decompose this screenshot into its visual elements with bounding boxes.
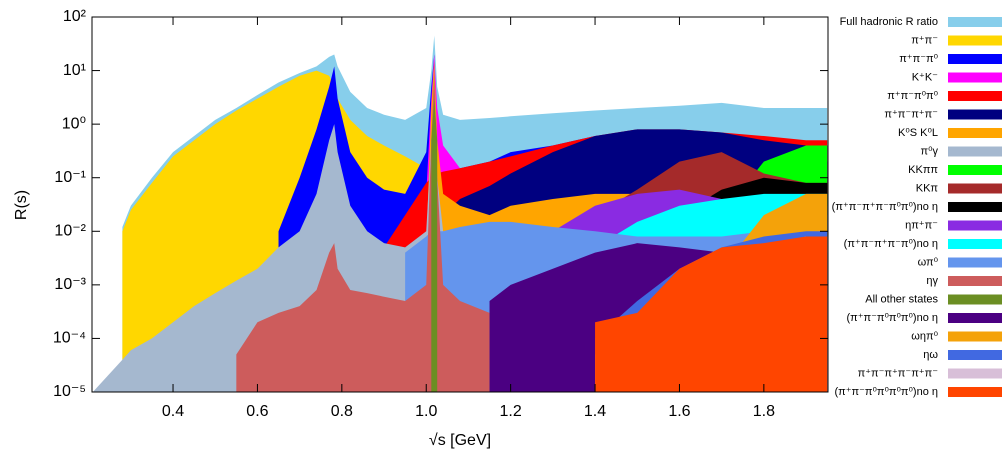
legend-label: ηγ: [926, 275, 938, 287]
x-tick-label: 1.6: [668, 403, 690, 420]
legend-label: π⁺π⁻π⁰π⁰: [887, 90, 938, 102]
area: [595, 236, 828, 392]
legend-swatch: [948, 109, 1002, 120]
legend-swatch: [948, 331, 1002, 342]
legend-swatch: [948, 387, 1002, 397]
legend-swatch: [948, 202, 1002, 212]
legend-swatch: [948, 35, 1002, 46]
plot-frame: [91, 16, 829, 393]
legend-label: π⁺π⁻π⁺π⁻: [884, 108, 938, 120]
area: [236, 70, 490, 392]
legend-label: ηω: [923, 349, 938, 361]
legend-swatch: [948, 165, 1002, 175]
y-tick-label: 10⁻¹: [54, 169, 86, 186]
y-tick-label: 10⁰: [62, 115, 86, 132]
y-tick-label: 10⁻³: [54, 276, 86, 293]
y-tick-label: 10⁻⁴: [53, 330, 86, 347]
legend-swatch: [948, 368, 1002, 379]
x-axis-label: √s [GeV]: [429, 432, 491, 449]
legend-swatch: [948, 17, 1002, 27]
legend-label: (π⁺π⁻π⁰π⁰π⁰π⁰)no η: [834, 386, 938, 398]
legend-swatch: [948, 128, 1002, 138]
legend-label: π⁺π⁻π⁰: [899, 53, 938, 65]
legend-label: π⁰γ: [921, 145, 939, 157]
legend-swatch: [948, 294, 1002, 305]
legend-swatch: [948, 183, 1002, 194]
legend-label: Full hadronic R ratio: [840, 16, 938, 28]
legend-label: ωπ⁰: [918, 256, 939, 268]
legend-swatch: [948, 54, 1002, 64]
legend-label: KKππ: [908, 164, 938, 176]
legend-label: All other states: [865, 293, 938, 305]
legend-label: (π⁺π⁻π⁰π⁰π⁰)no η: [846, 312, 938, 324]
legend-swatch: [948, 72, 1002, 83]
legend-label: π⁺π⁻: [911, 34, 938, 46]
legend-swatch: [948, 146, 1002, 157]
legend-swatch: [948, 276, 1002, 286]
legend-label: π⁺π⁻π⁺π⁻π⁺π⁻: [858, 367, 939, 379]
x-tick-label: 1.8: [753, 403, 775, 420]
area: [431, 98, 438, 392]
x-tick-label: 1.2: [500, 403, 522, 420]
y-tick-label: 10⁻⁵: [53, 383, 86, 400]
legend-label: K⁺K⁻: [912, 71, 938, 83]
x-tick-label: 1.0: [415, 403, 437, 420]
y-tick-label: 10²: [63, 8, 87, 25]
y-tick-label: 10⁻²: [54, 223, 86, 240]
x-tick-label: 1.4: [584, 403, 606, 420]
y-tick-label: 10¹: [63, 62, 86, 79]
x-tick-label: 0.4: [162, 403, 184, 420]
legend-swatch: [948, 239, 1002, 249]
legend-swatch: [948, 257, 1002, 268]
legend-label: (π⁺π⁻π⁺π⁻π⁰)no η: [844, 238, 938, 250]
x-tick-label: 0.8: [331, 403, 353, 420]
legend-label: (π⁺π⁻π⁺π⁻π⁰π⁰)no η: [832, 201, 938, 213]
legend-swatch: [948, 220, 1002, 231]
legend-label: ωηπ⁰: [911, 330, 938, 342]
x-tick-label: 0.6: [246, 403, 268, 420]
legend-swatch: [948, 350, 1002, 360]
y-axis-label: R(s): [13, 190, 30, 220]
legend-swatch: [948, 313, 1002, 323]
legend-label: ηπ⁺π⁻: [905, 219, 938, 231]
legend-label: KKπ: [916, 182, 939, 194]
legend-swatch: [948, 91, 1002, 101]
plot-area: [92, 35, 828, 392]
legend-label: K⁰S K⁰L: [898, 127, 938, 139]
